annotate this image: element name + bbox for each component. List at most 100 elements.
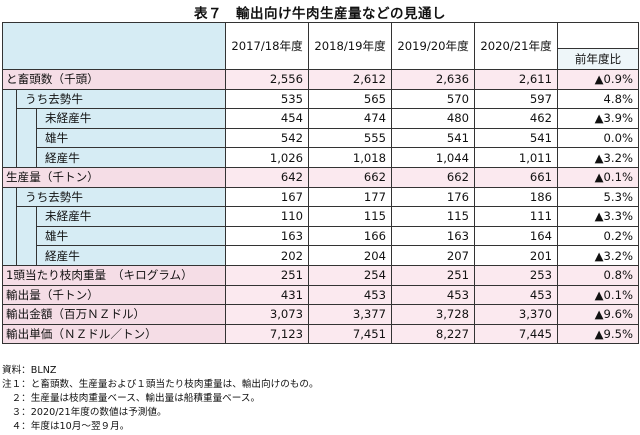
header-change: 前年度比 (557, 22, 640, 70)
cell-change: ▲9.6% (557, 304, 640, 325)
cell-value: 453 (308, 284, 393, 306)
header-year: 2017/18年度 (225, 22, 310, 70)
cell-value: 254 (308, 264, 393, 286)
cell-value: 177 (308, 186, 393, 208)
table-row: 輸出量（千トン） 431 453 453 453 ▲0.1% (1, 284, 640, 306)
table-row: 輸出単価（ＮＺドル／トン） 7,123 7,451 8,227 7,445 ▲9… (1, 323, 640, 345)
cell-value: 1,011 (474, 147, 559, 168)
row-label: 未経産牛 (35, 206, 227, 227)
table-row: 生産量（千トン） 642 662 662 661 ▲0.1% (1, 166, 640, 188)
cell-value: 2,611 (474, 69, 559, 90)
table-row: 雄牛 542 555 541 541 0.0% (3, 127, 640, 149)
table-row: 未経産牛 454 474 480 462 ▲3.9% (3, 108, 640, 168)
header-year: 2018/19年度 (308, 22, 393, 70)
cell-value: 186 (474, 186, 559, 208)
row-label: 雄牛 (35, 127, 227, 149)
cell-value: 662 (391, 166, 476, 188)
cell-value: 661 (474, 166, 559, 188)
row-label: 輸出量（千トン） (1, 284, 227, 306)
cell-value: 541 (391, 127, 476, 149)
cell-value: 542 (225, 127, 310, 149)
footnote: ３：2020/21年度の数値は予測値。 (2, 407, 167, 418)
cell-value: 7,451 (308, 323, 393, 345)
cell-value: 3,073 (225, 304, 310, 325)
cell-value: 2,556 (225, 69, 310, 90)
row-label: 雄牛 (35, 225, 227, 247)
table-row: と畜頭数（千頭） 2,556 2,612 2,636 2,611 ▲0.9% (1, 69, 640, 90)
cell-change: 4.8% (557, 88, 640, 110)
cell-value: 642 (225, 166, 310, 188)
cell-change: 5.3% (557, 186, 640, 208)
cell-value: 474 (308, 108, 393, 129)
cell-value: 535 (225, 88, 310, 110)
cell-value: 597 (474, 88, 559, 110)
indent-spacer (16, 108, 37, 168)
cell-value: 541 (474, 127, 559, 149)
cell-value: 1,018 (308, 147, 393, 168)
cell-change: ▲9.5% (557, 323, 640, 345)
cell-change: ▲0.1% (557, 284, 640, 306)
footnotes: 資料：BLNZ 注１：と畜頭数、生産量および１頭当たり枝肉重量は、輸出向けのもの… (2, 364, 319, 434)
header-blank (1, 22, 227, 70)
header-year: 2020/21年度 (474, 22, 559, 70)
cell-change: 0.2% (557, 225, 640, 247)
table-row: うち去勢牛 167 177 176 186 5.3% (2, 186, 640, 266)
cell-value: 453 (391, 284, 476, 306)
cell-change: ▲0.9% (557, 69, 640, 90)
cell-value: 176 (391, 186, 476, 208)
row-label: 1頭当たり枝肉重量 （キログラム） (1, 264, 227, 286)
footnote: ４：年度は10月～翌９月。 (2, 421, 130, 432)
table-row: 雄牛 163 166 163 164 0.2% (3, 225, 640, 247)
row-label: 輸出金額（百万ＮＺドル） (1, 304, 227, 325)
table-row: 輸出金額（百万ＮＺドル） 3,073 3,377 3,728 3,370 ▲9.… (1, 304, 640, 325)
cell-value: 8,227 (391, 323, 476, 345)
cell-value: 2,612 (308, 69, 393, 90)
indent-spacer (2, 88, 17, 168)
table-row: 経産牛 1,026 1,018 1,044 1,011 ▲3.2% (3, 147, 640, 168)
header-row: 2017/18年度 2018/19年度 2019/20年度 2020/21年度 … (1, 22, 640, 70)
cell-change: ▲3.9% (557, 108, 640, 129)
cell-value: 3,370 (474, 304, 559, 325)
table-row: 未経産牛 110 115 115 111 ▲3.3% (3, 206, 640, 266)
table-title: 表７ 輸出向け牛肉生産量などの見通し (194, 6, 446, 22)
cell-value: 570 (391, 88, 476, 110)
footnote: 注１：と畜頭数、生産量および１頭当たり枝肉重量は、輸出向けのもの。 (2, 379, 319, 390)
cell-value: 111 (474, 206, 559, 227)
table-row: 1頭当たり枝肉重量 （キログラム） 251 254 251 253 0.8% (1, 264, 640, 286)
cell-change: 0.0% (557, 127, 640, 149)
cell-value: 163 (391, 225, 476, 247)
table-row: 経産牛 202 204 207 201 ▲3.2% (3, 245, 640, 266)
cell-value: 202 (225, 245, 310, 266)
header-year: 2019/20年度 (391, 22, 476, 70)
footnote: ２：生産量は枝肉重量ベース、輸出量は船積重量ベース。 (2, 393, 261, 404)
cell-value: 2,636 (391, 69, 476, 90)
cell-value: 662 (308, 166, 393, 188)
row-label: 輸出単価（ＮＺドル／トン） (1, 323, 227, 345)
row-label: うち去勢牛 (15, 186, 227, 208)
cell-value: 167 (225, 186, 310, 208)
row-label: 生産量（千トン） (1, 166, 227, 188)
cell-value: 7,445 (474, 323, 559, 345)
cell-value: 163 (225, 225, 310, 247)
cell-change: ▲3.2% (557, 147, 640, 168)
cell-change: 0.8% (557, 264, 640, 286)
cell-value: 462 (474, 108, 559, 129)
cell-value: 115 (391, 206, 476, 227)
cell-value: 1,044 (391, 147, 476, 168)
header-change-label: 前年度比 (558, 48, 638, 69)
table-row: うち去勢牛 535 565 570 597 4.8% (2, 88, 640, 168)
cell-change: ▲3.2% (557, 245, 640, 266)
cell-value: 115 (308, 206, 393, 227)
row-label: うち去勢牛 (15, 88, 227, 110)
row-label: 未経産牛 (35, 108, 227, 129)
cell-value: 164 (474, 225, 559, 247)
cell-value: 565 (308, 88, 393, 110)
source-note: 資料：BLNZ (2, 365, 57, 376)
row-label: 経産牛 (35, 147, 227, 168)
row-label: 経産牛 (35, 245, 227, 266)
cell-change: ▲3.3% (557, 206, 640, 227)
cell-value: 110 (225, 206, 310, 227)
cell-value: 555 (308, 127, 393, 149)
cell-value: 454 (225, 108, 310, 129)
cell-change: ▲0.1% (557, 166, 640, 188)
